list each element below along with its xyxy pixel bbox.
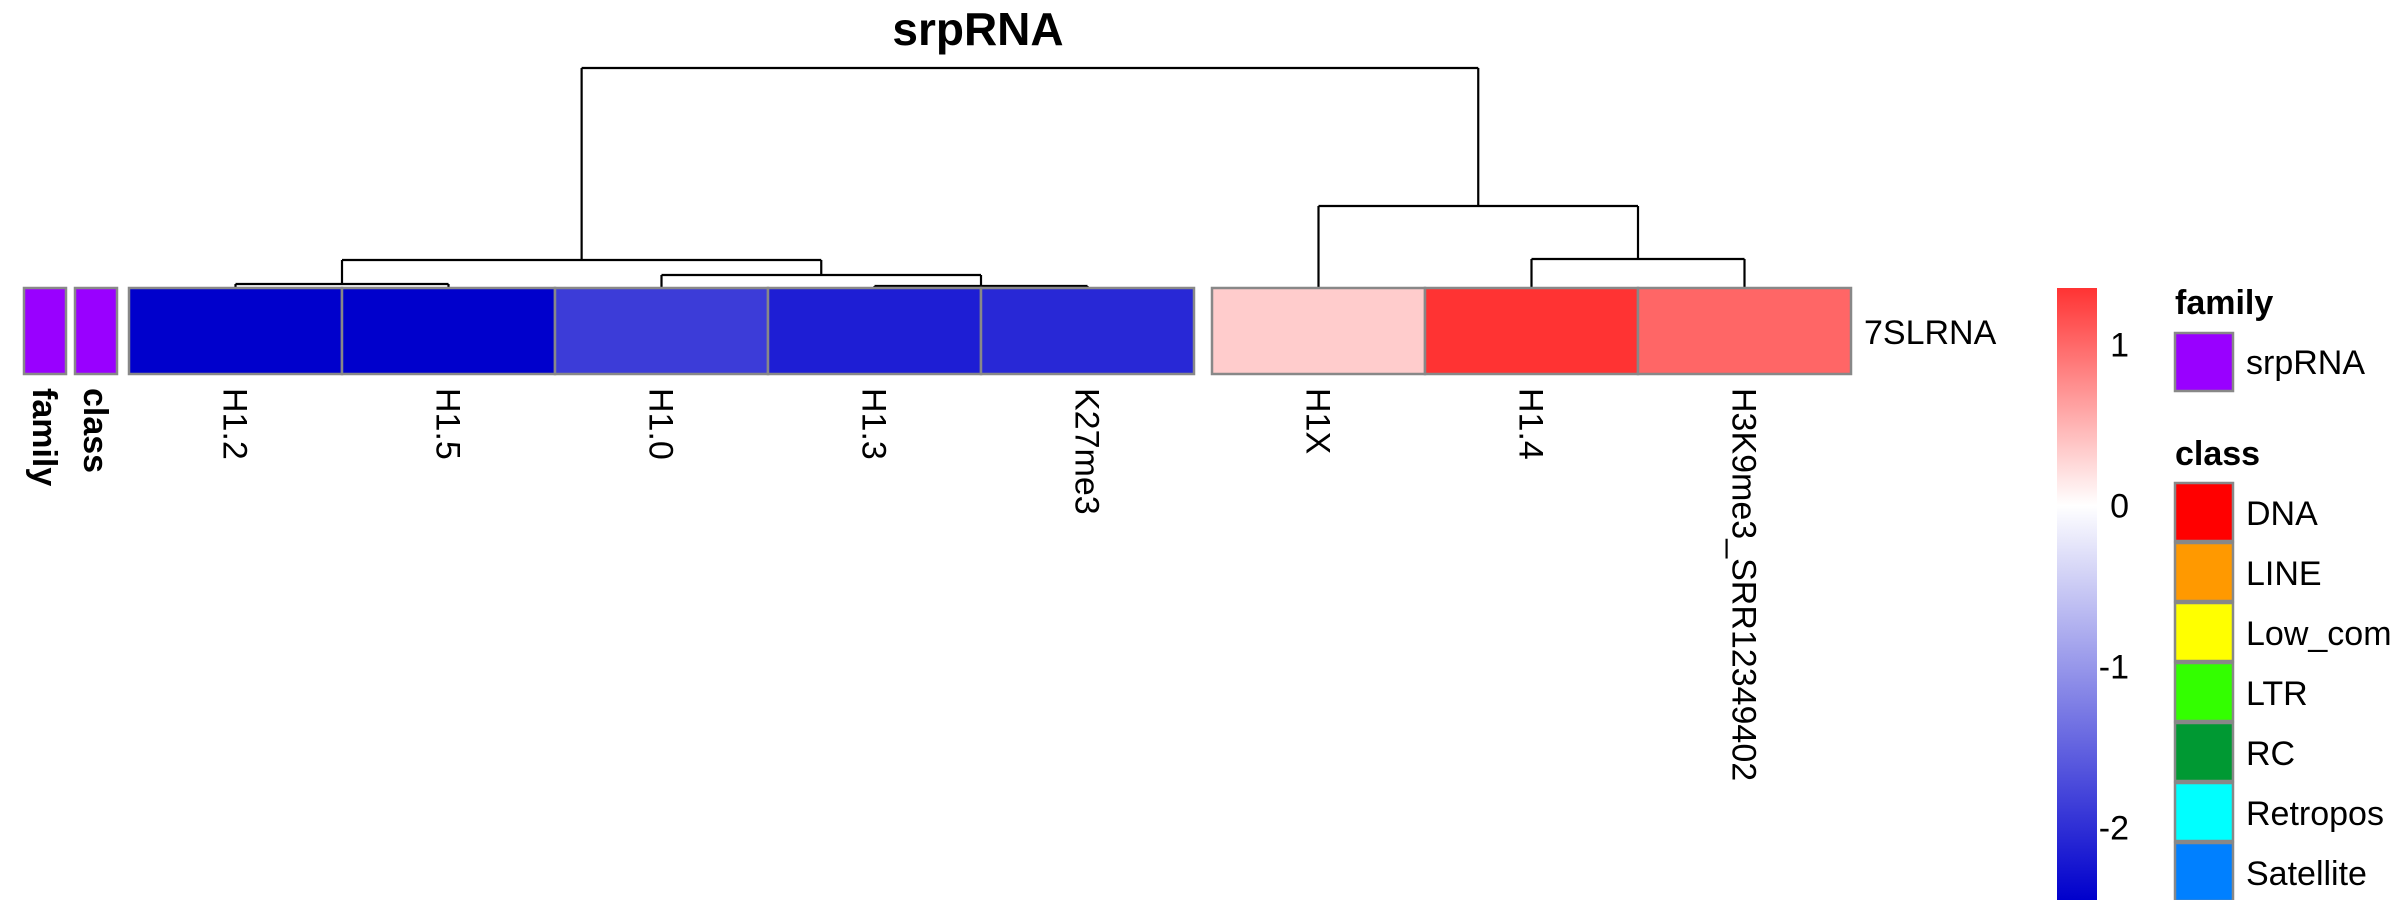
color-scale-legend: 1 0 -1 -2	[2057, 288, 2129, 900]
column-label: H1X	[1299, 388, 1337, 454]
column-label: H1.5	[429, 388, 467, 460]
legend-swatch	[2173, 541, 2235, 603]
chart-title: srpRNA	[892, 3, 1063, 55]
column-label: H1.3	[855, 388, 893, 460]
legend-swatch	[2173, 721, 2235, 783]
column-dendrogram	[234, 66, 1746, 288]
legend-swatch	[2173, 331, 2235, 393]
column-labels: H1.2 H1.5 H1.0 H1.3 K27me3 H1X H1.4 H3K9me3_SRR…	[216, 388, 1763, 781]
legend-item-label: Low_com	[2246, 615, 2392, 653]
color-scale-tick: 0	[2110, 487, 2129, 525]
legend-swatch	[2173, 781, 2235, 843]
legend-item-label: RC	[2246, 735, 2295, 773]
legend-title-family: family	[2175, 284, 2273, 322]
heatmap-body	[127, 286, 1853, 376]
legend-item-label: LINE	[2246, 555, 2322, 593]
heatmap-cell	[979, 286, 1196, 376]
color-scale-tick: -1	[2099, 648, 2129, 686]
annotation-cell	[73, 286, 119, 376]
annotation-legends: family srpRNA class DNA LINE Low_com LTR RC Retr…	[2173, 284, 2392, 900]
legend-item-label: srpRNA	[2246, 344, 2365, 382]
column-label: H1.2	[216, 388, 254, 460]
legend-item-label: Retropos	[2246, 795, 2384, 833]
legend-swatch	[2173, 481, 2235, 543]
legend-item-label: LTR	[2246, 675, 2308, 713]
heatmap-cell	[1210, 286, 1427, 376]
column-label: K27me3	[1068, 388, 1106, 515]
legend-swatch	[2173, 661, 2235, 723]
row-label: 7SLRNA	[1864, 314, 1997, 352]
legend-item-label: Satellite	[2246, 855, 2367, 893]
legend-swatch	[2173, 601, 2235, 663]
heatmap-cell	[766, 286, 983, 376]
color-scale-tick: -2	[2099, 810, 2129, 848]
legend-item-label: DNA	[2246, 495, 2318, 533]
annotation-label: family	[25, 388, 63, 486]
column-label: H3K9me3_SRR12349402	[1725, 388, 1763, 781]
heatmap-cell	[1423, 286, 1640, 376]
legend-swatch	[2173, 841, 2235, 900]
annotation-label: class	[76, 388, 114, 473]
heatmap-cell	[1636, 286, 1853, 376]
heatmap-cell	[553, 286, 770, 376]
annotation-cell	[22, 286, 68, 376]
heatmap-cell	[340, 286, 557, 376]
column-label: H1.0	[642, 388, 680, 460]
legend-title-class: class	[2175, 435, 2260, 473]
color-scale-tick: 1	[2110, 326, 2129, 364]
color-scale-bar	[2057, 288, 2097, 900]
heatmap-cell	[127, 286, 344, 376]
column-label: H1.4	[1512, 388, 1550, 460]
annotation-tracks: family class	[22, 286, 119, 486]
